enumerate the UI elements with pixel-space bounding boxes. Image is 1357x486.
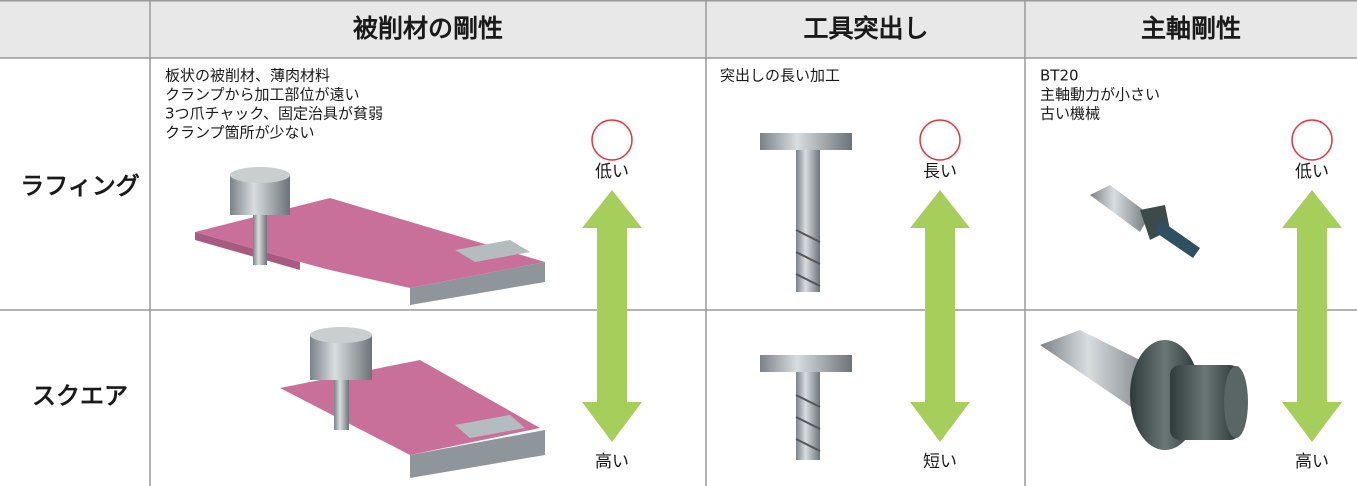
header-bg (0, 0, 1357, 58)
description-line: 3つ爪チャック、固定治具が貧弱 (165, 105, 383, 123)
column-header: 被削材の剛性 (353, 14, 503, 43)
description-line: 突出しの長い加工 (720, 67, 840, 85)
ok-mark (1291, 119, 1333, 161)
scale-top-label: 低い (1295, 162, 1329, 182)
description-line: BT20 (1040, 67, 1079, 85)
description-line: 古い機械 (1040, 105, 1100, 123)
tool-illustration (760, 133, 852, 460)
holder-illustration (1040, 185, 1248, 450)
description-line: 主軸動力が小さい (1040, 86, 1160, 104)
scale-arrow (910, 190, 970, 442)
description-line: 板状の被削材、薄肉材料 (165, 67, 330, 85)
row-label: スクエア (32, 382, 128, 410)
scale-top-label: 長い (923, 162, 957, 182)
scale-top-label: 低い (595, 162, 629, 182)
scale-bottom-label: 高い (595, 452, 629, 472)
description-line: クランプ箇所が少ない (165, 124, 315, 142)
workpiece-illustration (195, 167, 545, 478)
scale-arrow (582, 190, 642, 442)
scale-bottom-label: 高い (1295, 452, 1329, 472)
scale-bottom-label: 短い (923, 452, 957, 472)
column-header: 主軸剛性 (1141, 14, 1241, 43)
scale-arrow (1282, 190, 1342, 442)
column-header: 工具突出し (803, 14, 928, 43)
ok-mark (919, 119, 961, 161)
row-label: ラフィング (20, 172, 140, 200)
description-line: クランプから加工部位が遠い (165, 86, 360, 104)
ok-mark (591, 119, 633, 161)
